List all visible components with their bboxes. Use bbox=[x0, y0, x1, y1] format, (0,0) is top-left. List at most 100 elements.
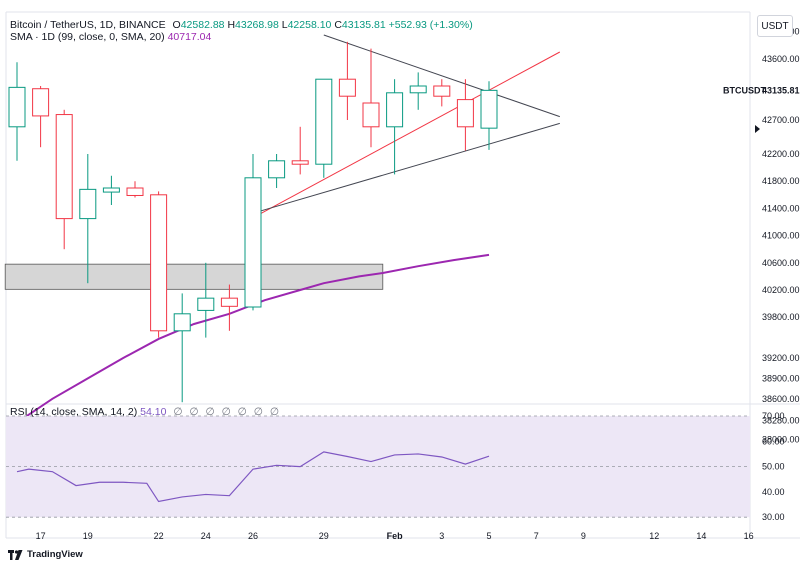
candle-body bbox=[79, 188, 97, 220]
candle-body bbox=[386, 92, 404, 128]
candle-day-21[interactable] bbox=[126, 181, 144, 198]
candle-body bbox=[55, 114, 73, 220]
candle-day-34[interactable] bbox=[433, 79, 451, 107]
candle-day-31[interactable] bbox=[362, 48, 380, 148]
candle-day-28[interactable] bbox=[291, 126, 309, 175]
trend-line-black-3[interactable] bbox=[257, 122, 560, 213]
candle-body bbox=[409, 85, 427, 94]
time-tick-label: 7 bbox=[534, 531, 539, 541]
price-tick-label: 40600.00 bbox=[762, 258, 800, 268]
trend-line-black-2[interactable] bbox=[323, 34, 560, 118]
price-tick-label: 43600.00 bbox=[762, 54, 800, 64]
time-tick-label: 14 bbox=[696, 531, 706, 541]
rsi-tick-label: 60.00 bbox=[762, 436, 785, 446]
candle-day-33[interactable] bbox=[409, 72, 427, 110]
brand-name: TradingView bbox=[27, 549, 83, 560]
candle-day-32[interactable] bbox=[386, 79, 404, 175]
price-tick-label: 38600.00 bbox=[762, 394, 800, 404]
price-tick-label: 40200.00 bbox=[762, 285, 800, 295]
high-value: 43268.98 bbox=[235, 19, 279, 31]
low-label: L bbox=[281, 19, 288, 31]
candle-body bbox=[220, 297, 238, 307]
candle-day-18[interactable] bbox=[55, 109, 73, 250]
price-marker-icon bbox=[755, 125, 760, 133]
rsi-label: RSI (14, close, SMA, 14, 2) bbox=[10, 406, 138, 418]
candle-body bbox=[150, 194, 168, 332]
tradingview-logo[interactable]: TradingView bbox=[8, 549, 83, 560]
time-tick-label: 9 bbox=[581, 531, 586, 541]
symbol-tag[interactable]: BTCUSDT bbox=[723, 85, 766, 95]
candle-body bbox=[291, 160, 309, 165]
candle-day-22[interactable] bbox=[150, 191, 168, 338]
price-tick-label: 41000.00 bbox=[762, 231, 800, 241]
time-tick-label: 22 bbox=[154, 531, 164, 541]
rsi-value: 54.10 bbox=[140, 406, 167, 418]
time-tick-label: 29 bbox=[319, 531, 329, 541]
rsi-na-7: ∅ bbox=[269, 406, 279, 418]
high-label: H bbox=[227, 19, 236, 31]
tradingview-icon bbox=[8, 549, 23, 560]
time-tick-label: 26 bbox=[248, 531, 258, 541]
sma-line[interactable] bbox=[16, 253, 490, 424]
candle-day-19[interactable] bbox=[79, 154, 97, 284]
open-label: O bbox=[172, 19, 181, 31]
close-value: 43135.81 bbox=[341, 19, 386, 31]
candle-day-29[interactable] bbox=[315, 78, 333, 178]
rsi-na-3: ∅ bbox=[205, 406, 215, 418]
candle-body bbox=[197, 297, 215, 311]
rsi-na-1: ∅ bbox=[173, 406, 183, 418]
candle-day-20[interactable] bbox=[102, 175, 120, 205]
low-value: 42258.10 bbox=[287, 19, 332, 31]
candle-body bbox=[32, 88, 50, 117]
time-tick-label: 12 bbox=[649, 531, 659, 541]
candle-day-35[interactable] bbox=[456, 79, 474, 151]
rsi-tick-label: 40.00 bbox=[762, 487, 785, 497]
candle-body bbox=[244, 177, 262, 308]
time-tick-label: Feb bbox=[387, 531, 404, 541]
candle-body bbox=[173, 313, 191, 332]
candle-body bbox=[268, 160, 286, 179]
sma-label: SMA · 1D (99, close, 0, SMA, 20) bbox=[10, 31, 165, 43]
support-zone-box[interactable] bbox=[4, 263, 384, 290]
ohlc-legend: Bitcoin / TetherUS, 1D, BINANCE O42582.8… bbox=[10, 19, 473, 32]
candle-day-26[interactable] bbox=[244, 154, 262, 311]
price-tick-label: 38000.00 bbox=[762, 435, 800, 445]
candle-body bbox=[8, 86, 26, 128]
rsi-line[interactable] bbox=[16, 451, 490, 503]
candle-day-25[interactable] bbox=[220, 284, 238, 331]
currency-button[interactable]: USDT bbox=[757, 15, 793, 37]
candle-body bbox=[315, 78, 333, 165]
price-tick-label: 38280.00 bbox=[762, 416, 800, 426]
time-tick-label: 5 bbox=[486, 531, 491, 541]
price-tick-label: 39200.00 bbox=[762, 353, 800, 363]
rsi-na-2: ∅ bbox=[189, 406, 199, 418]
price-tick-label: 38900.00 bbox=[762, 373, 800, 383]
candle-day-16[interactable] bbox=[8, 62, 26, 161]
price-tick-label: 42200.00 bbox=[762, 149, 800, 159]
sma-legend[interactable]: SMA · 1D (99, close, 0, SMA, 20) 40717.0… bbox=[10, 31, 211, 44]
trend-line-red-1[interactable] bbox=[257, 51, 561, 216]
candle-day-27[interactable] bbox=[268, 154, 286, 188]
candle-day-24[interactable] bbox=[197, 262, 215, 338]
time-tick-label: 16 bbox=[744, 531, 754, 541]
price-tick-label: 39800.00 bbox=[762, 312, 800, 322]
candle-body bbox=[362, 102, 380, 128]
time-tick-label: 17 bbox=[36, 531, 46, 541]
candle-body bbox=[433, 85, 451, 97]
time-tick-label: 24 bbox=[201, 531, 211, 541]
rsi-legend[interactable]: RSI (14, close, SMA, 14, 2) 54.10 ∅ ∅ ∅ … bbox=[10, 406, 279, 419]
candle-body bbox=[102, 187, 120, 193]
price-tick-label: 41800.00 bbox=[762, 176, 800, 186]
rsi-tick-label: 70.00 bbox=[762, 411, 785, 421]
rsi-na-4: ∅ bbox=[221, 406, 231, 418]
sma-value: 40717.04 bbox=[167, 31, 212, 43]
candle-day-23[interactable] bbox=[173, 293, 191, 403]
candle-day-17[interactable] bbox=[32, 86, 50, 148]
candle-day-30[interactable] bbox=[338, 41, 356, 120]
candle-day-36[interactable] bbox=[480, 81, 498, 150]
change-value: +552.93 (+1.30%) bbox=[388, 19, 473, 31]
price-tick-label: 42700.00 bbox=[762, 115, 800, 125]
price-tick-label: 41400.00 bbox=[762, 203, 800, 213]
symbol-title[interactable]: Bitcoin / TetherUS, 1D, BINANCE bbox=[10, 19, 166, 31]
